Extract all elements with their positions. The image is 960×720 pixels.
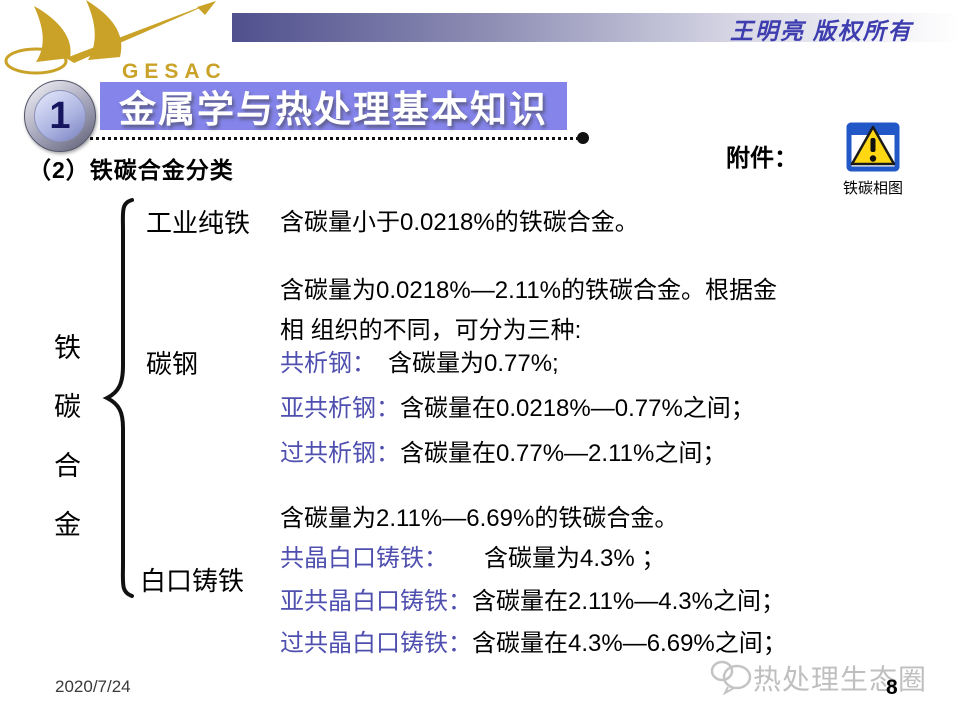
steel-term: 过共析钢： (280, 440, 400, 467)
branch-pure-iron: 工业纯铁 (146, 208, 251, 238)
tree-brace (102, 198, 134, 598)
dotted-line-end-dot (577, 132, 589, 144)
root-char: 合 (54, 451, 81, 481)
logo-text: GESAC (122, 60, 227, 83)
warning-window-icon (846, 122, 900, 172)
cast-iron-item-hypereutectic: 过共晶白口铸铁：含碳量在4.3%—6.69%之间； (280, 623, 787, 658)
logo-hull-loop (4, 47, 68, 75)
branch-white-cast-iron: 白口铸铁 (140, 566, 245, 596)
steel-item-hypoeutectoid: 亚共析钢：含碳量在0.0218%—0.77%之间； (280, 388, 755, 423)
cast-iron-desc-text: 含碳量在4.3%—6.69%之间； (472, 630, 787, 657)
steel-item-eutectoid: 共析钢： 含碳量为0.77%; (280, 343, 559, 378)
icon-exclamation-dot (869, 155, 877, 162)
section-number: 1 (49, 95, 71, 137)
steel-desc: 含碳量在0.77%—2.11%之间； (400, 440, 727, 467)
branch-carbon-steel: 碳钢 (146, 349, 199, 379)
carbon-steel-desc-line2: 相 组织的不同，可分为三种: (280, 317, 582, 344)
copyright-text: 王明亮 版权所有 (730, 19, 913, 44)
steel-desc: 含碳量为0.77%; (364, 350, 559, 377)
gesac-logo: GESAC (4, 0, 227, 83)
cast-iron-desc-text: 含碳量为4.3% ； (436, 545, 666, 572)
title-dotted-line (48, 137, 578, 140)
cast-iron-term: 过共晶白口铸铁： (280, 630, 472, 657)
watermark-bubble-small (710, 660, 734, 682)
steel-term: 亚共析钢： (280, 395, 400, 422)
slide-date: 2020/7/24 (55, 677, 131, 696)
root-char: 铁 (54, 333, 81, 363)
attachment-shortcut[interactable] (846, 120, 900, 174)
root-char: 金 (54, 510, 81, 540)
watermark-logo-icon (710, 660, 752, 695)
page-title: 金属学与热处理基本知识 (119, 89, 548, 130)
pure-iron-desc: 含碳量小于0.0218%的铁碳合金。 (280, 209, 639, 236)
cast-iron-desc-text: 含碳量在2.11%—4.3%之间； (472, 588, 785, 615)
cast-iron-desc: 含碳量为2.11%—6.69%的铁碳合金。 (280, 505, 679, 532)
icon-exclamation-bar (870, 138, 876, 152)
cast-iron-term: 共晶白口铸铁： (280, 545, 436, 572)
header-gradient-bar (232, 13, 960, 42)
watermark-bubble-tail (722, 686, 735, 695)
steel-term: 共析钢： (280, 350, 364, 377)
section-number-badge: 1 (24, 80, 96, 152)
cast-iron-item-hypoeutectic: 亚共晶白口铸铁：含碳量在2.11%—4.3%之间； (280, 581, 785, 616)
attachment-label: 附件： (726, 145, 798, 172)
tree-root-label: 铁 碳 合 金 (54, 326, 81, 542)
title-banner: 金属学与热处理基本知识 (100, 82, 567, 130)
watermark-text: 热处理生态圈 (753, 664, 928, 695)
cast-iron-item-eutectic: 共晶白口铸铁： 含碳量为4.3% ； (280, 538, 665, 573)
badge-inner-circle: 1 (34, 90, 86, 142)
cast-iron-term: 亚共晶白口铸铁： (280, 588, 472, 615)
steel-item-hypereutectoid: 过共析钢：含碳量在0.77%—2.11%之间； (280, 433, 726, 468)
section-heading: （2）铁碳合金分类 (28, 157, 234, 183)
logo-sail-left (34, 6, 71, 62)
brace-path (102, 198, 134, 598)
page-number: 8 (886, 676, 898, 699)
logo-flag (197, 1, 216, 15)
carbon-steel-desc-line1: 含碳量为0.0218%—2.11%的铁碳合金。根据金 (280, 277, 778, 304)
root-char: 碳 (54, 392, 81, 422)
attachment-caption: 铁碳相图 (842, 180, 903, 197)
logo-mast (66, 1, 216, 63)
steel-desc: 含碳量在0.0218%—0.77%之间； (400, 395, 755, 422)
watermark-bubble-large (722, 664, 752, 690)
